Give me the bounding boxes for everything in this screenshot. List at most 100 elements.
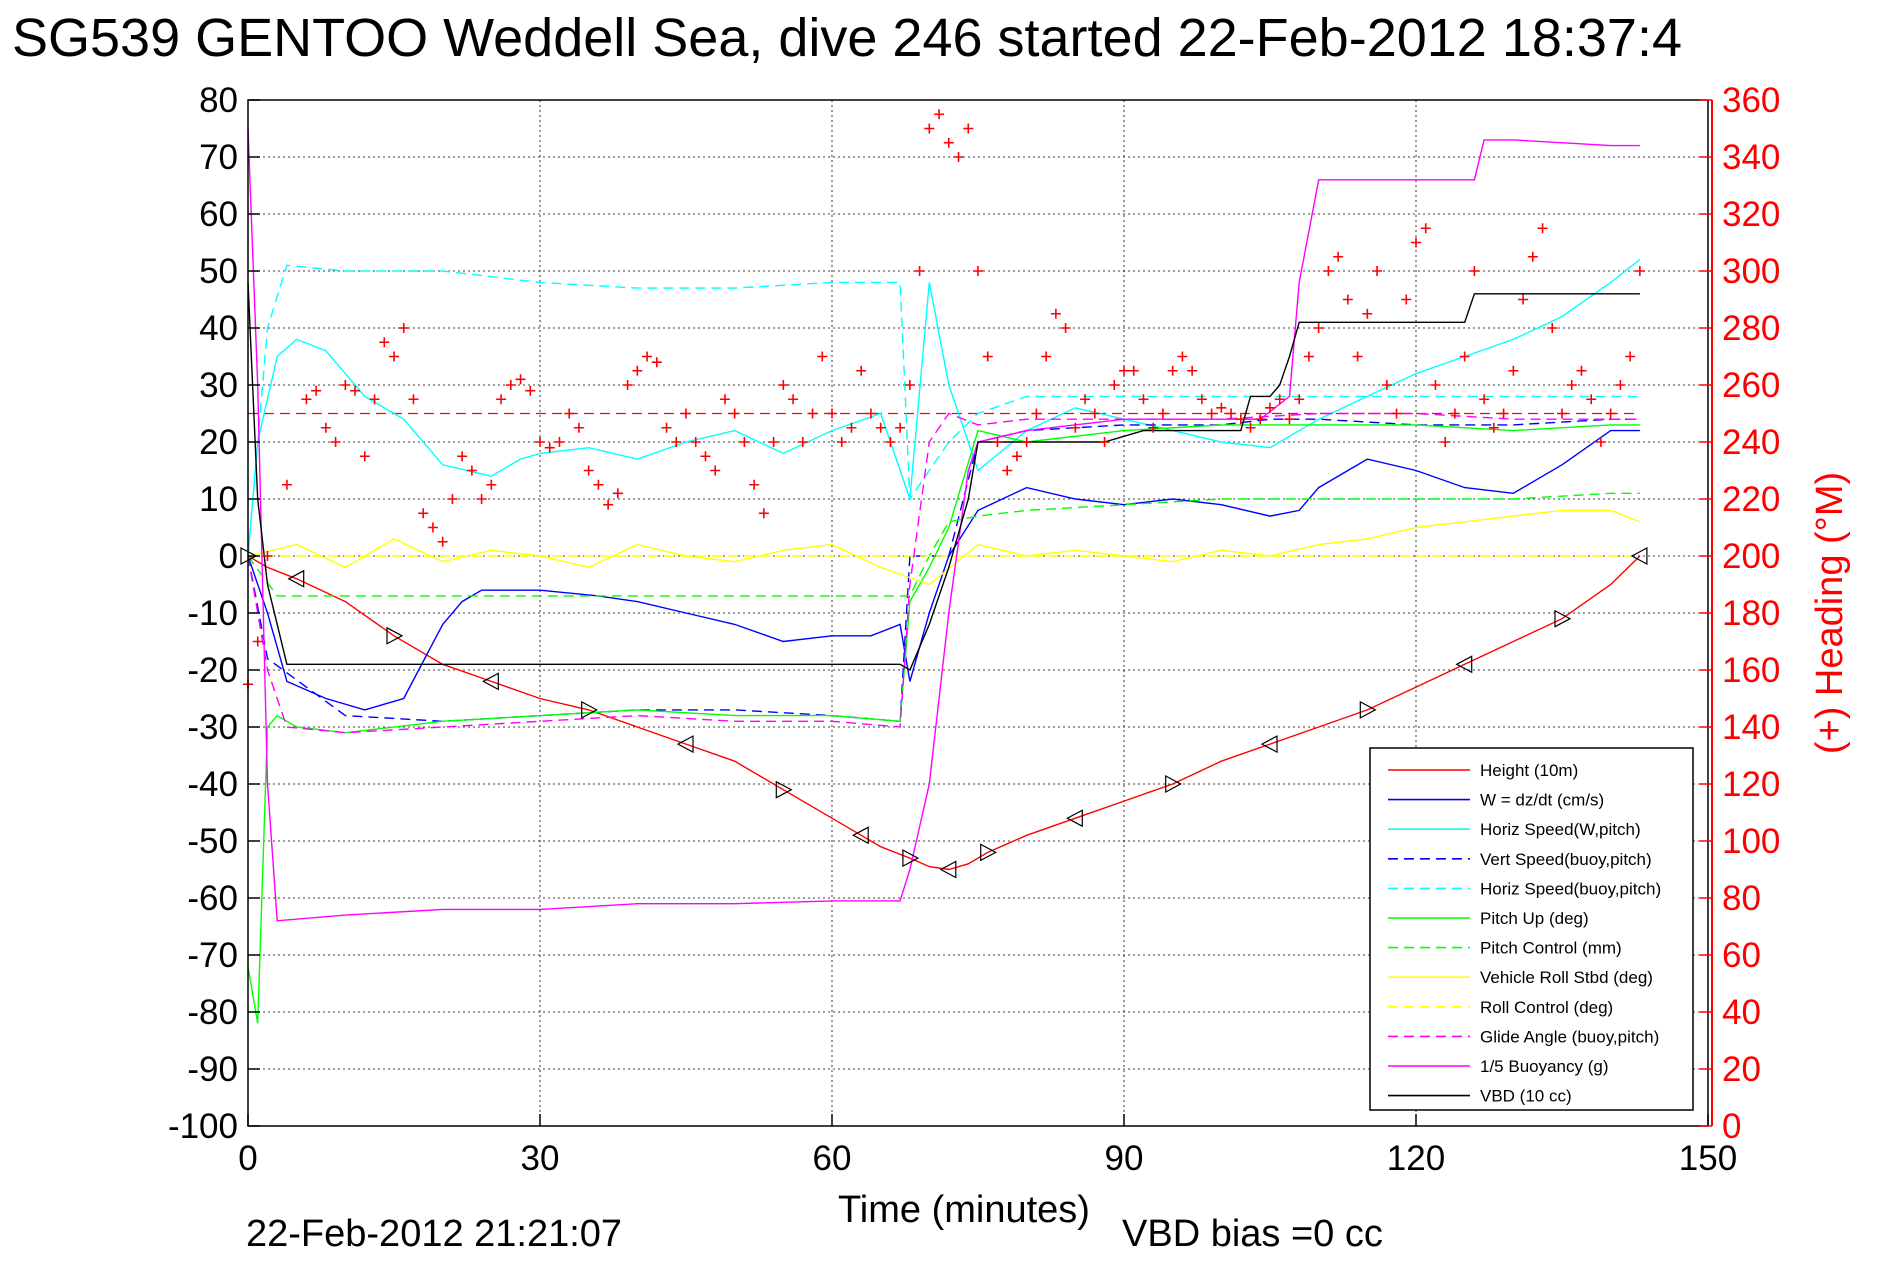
heading-point — [1226, 408, 1237, 419]
heading-point — [914, 266, 925, 276]
heading-point — [1187, 365, 1198, 376]
y-tick-label: 50 — [199, 252, 238, 291]
heading-point — [1255, 414, 1266, 425]
heading-point — [593, 479, 604, 490]
heading-point — [778, 380, 789, 390]
heading-point — [1099, 437, 1110, 447]
heading-point — [1625, 351, 1636, 362]
footer-vbd-bias: VBD bias =0 cc — [1122, 1213, 1383, 1255]
heading-point — [369, 394, 380, 405]
height-marker — [1630, 547, 1648, 565]
series-line-3 — [247, 418, 1640, 723]
heading-point — [525, 385, 536, 396]
y2-tick-label: 220 — [1722, 480, 1780, 519]
heading-point — [262, 551, 273, 561]
y-tick-label: 30 — [199, 366, 238, 405]
heading-point — [719, 394, 730, 405]
heading-point — [1177, 351, 1188, 362]
y-tick-label: -20 — [187, 651, 238, 690]
heading-point — [1469, 266, 1480, 276]
heading-point — [700, 451, 711, 462]
x-tick-label: 60 — [813, 1139, 852, 1178]
y-tick-label: -60 — [187, 879, 238, 918]
heading-point — [1323, 266, 1334, 276]
heading-point — [1167, 365, 1178, 376]
heading-point — [1031, 408, 1042, 419]
y2-tick-label: 320 — [1722, 195, 1780, 234]
heading-point — [1128, 365, 1139, 376]
legend-box — [1369, 747, 1694, 1111]
height-marker — [386, 626, 404, 645]
y2-axis-label: (+) Heading (°M) — [1809, 472, 1851, 754]
heading-point — [934, 109, 945, 120]
y-axis-ticks: 80 70 60 50 40 30 20 10 0 -10 -20 -30 -40 -50 -60 -70 -8… — [168, 81, 260, 1146]
x-tick-label: 30 — [521, 1139, 560, 1178]
heading-point — [632, 365, 643, 376]
heading-point — [350, 385, 361, 396]
heading-point — [1508, 365, 1519, 376]
heading-point — [476, 494, 487, 504]
heading-point — [642, 351, 653, 362]
y-tick-label: -100 — [168, 1107, 238, 1146]
y-tick-label: -50 — [187, 822, 238, 861]
heading-point — [486, 479, 497, 490]
heading-point — [437, 536, 448, 547]
heading-point — [447, 494, 458, 504]
heading-point — [1070, 422, 1081, 433]
height-marker — [980, 843, 997, 862]
heading-point — [1294, 394, 1305, 405]
legend-label: Horiz Speed(buoy,pitch) — [1480, 879, 1661, 898]
heading-point — [1352, 351, 1363, 362]
heading-point — [1011, 451, 1022, 462]
series-line-1 — [247, 429, 1640, 711]
height-marker — [1165, 775, 1182, 793]
heading-point — [1284, 414, 1295, 425]
series-line-0 — [247, 555, 1641, 871]
heading-point — [1440, 437, 1451, 447]
heading-point — [427, 522, 438, 533]
y2-tick-label: 200 — [1722, 537, 1780, 576]
height-marker — [851, 826, 869, 845]
x-tick-label: 0 — [238, 1139, 257, 1178]
heading-point — [505, 380, 516, 390]
heading-point — [1411, 237, 1421, 248]
legend: Height (10m) W = dz/dt (cm/s) Horiz Speed(… — [1369, 747, 1694, 1111]
heading-point — [681, 408, 691, 419]
heading-point — [797, 437, 808, 447]
legend-label: Pitch Up (deg) — [1480, 909, 1589, 928]
y-tick-label: 40 — [199, 309, 238, 348]
y-tick-label: -40 — [187, 765, 238, 804]
heading-point — [943, 137, 954, 148]
x-axis-label: Time (minutes) — [838, 1189, 1090, 1231]
heading-point — [895, 422, 906, 433]
footer-date: 22-Feb-2012 21:21:07 — [246, 1213, 622, 1255]
heading-point — [515, 374, 526, 385]
heading-point — [1050, 308, 1061, 319]
heading-point — [1313, 323, 1324, 333]
heading-point — [1420, 223, 1431, 234]
y-tick-label: -70 — [187, 936, 238, 975]
heading-point — [1557, 408, 1567, 419]
heading-point — [1196, 394, 1207, 405]
heading-point — [418, 508, 429, 519]
y2-tick-label: 140 — [1722, 708, 1780, 747]
height-marker — [1455, 655, 1473, 674]
heading-point — [904, 380, 915, 390]
heading-point — [1080, 394, 1091, 405]
y2-tick-label: 100 — [1722, 822, 1780, 861]
heading-point — [1479, 394, 1490, 405]
heading-point — [622, 380, 633, 390]
heading-point — [1109, 380, 1120, 390]
heading-point — [729, 408, 740, 419]
heading-point — [311, 385, 322, 396]
height-marker — [1359, 700, 1377, 719]
series-line-4 — [247, 264, 1640, 557]
heading-point — [564, 408, 575, 419]
heading-point — [1459, 351, 1470, 362]
y2-tick-label: 0 — [1722, 1107, 1741, 1146]
height-marker — [775, 780, 793, 799]
y2-tick-label: 20 — [1722, 1050, 1761, 1089]
y2-tick-label: 40 — [1722, 993, 1761, 1032]
y-tick-label: 0 — [219, 537, 238, 576]
heading-point — [544, 442, 555, 453]
